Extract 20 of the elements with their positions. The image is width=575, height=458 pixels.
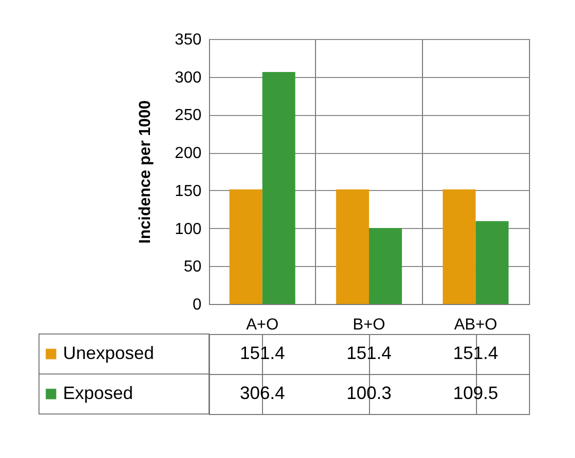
legend-label: Exposed — [63, 383, 134, 403]
y-tick-label: 200 — [174, 145, 202, 162]
x-tick-label: B+O — [352, 316, 386, 334]
data-label: 151.4 — [346, 343, 392, 363]
data-label: 306.4 — [240, 383, 285, 403]
y-tick-label: 100 — [174, 220, 202, 238]
y-tick-label: 50 — [184, 258, 202, 276]
y-axis-title: Incidence per 1000 — [136, 100, 154, 244]
data-label: 151.4 — [240, 343, 285, 363]
y-tick-label: 350 — [174, 32, 202, 48]
x-tick-label: AB+O — [454, 316, 498, 334]
legend-label: Unexposed — [63, 343, 154, 363]
data-label: 100.3 — [346, 383, 392, 403]
data-label: 151.4 — [453, 343, 498, 363]
data-label: 109.5 — [453, 383, 498, 403]
x-tick-label: A+O — [246, 316, 279, 334]
y-tick-label: 150 — [174, 182, 202, 200]
y-tick-label: 0 — [192, 296, 202, 314]
y-tick-label: 250 — [174, 107, 202, 124]
y-tick-label: 300 — [174, 69, 202, 86]
